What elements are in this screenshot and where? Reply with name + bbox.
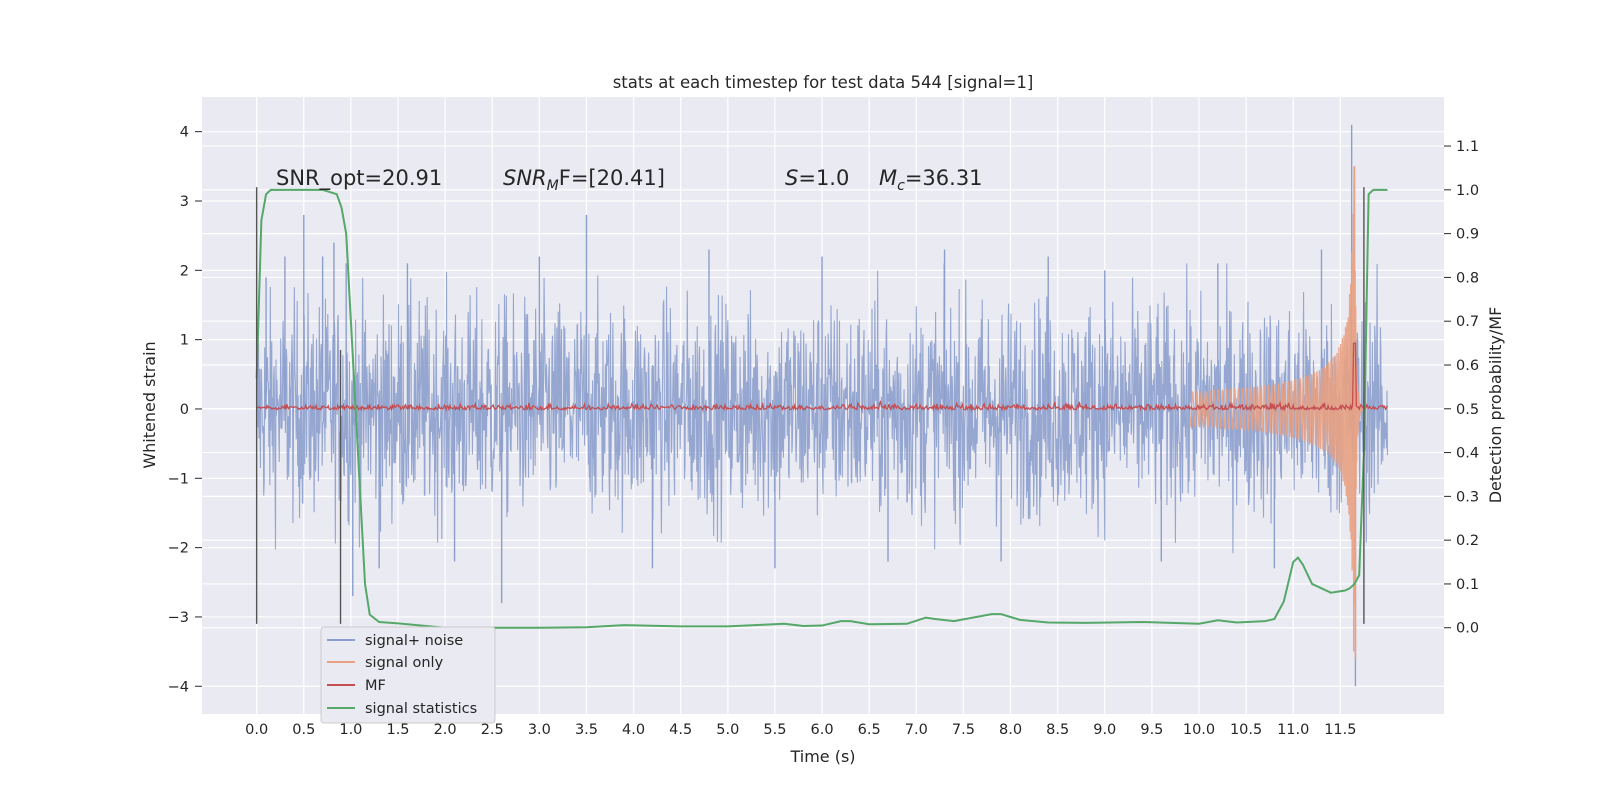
x-ticks: 0.0 0.5 1.0 1.5 2.0 2.5 3.0 3.5 4.0 4.5 5.0 5.5 6.0 6… — [245, 722, 1356, 738]
y-tick-label: −2 — [168, 541, 189, 557]
annotation-s: S=1.0 — [785, 166, 849, 190]
series-mf-line — [256, 342, 1389, 413]
x-tick-label: 6.0 — [811, 722, 834, 738]
x-tick-label: 5.5 — [763, 722, 786, 738]
y2-tick-label: 0.3 — [1456, 489, 1479, 505]
x-tick-label: 2.5 — [481, 722, 504, 738]
y2-tick-label: 0.9 — [1456, 227, 1479, 243]
x-tick-label: 8.5 — [1046, 722, 1069, 738]
x-tick-label: 9.0 — [1093, 722, 1116, 738]
x-tick-label: 3.5 — [575, 722, 598, 738]
x-tick-label: 11.0 — [1277, 722, 1309, 738]
y2-axis-label: Detection probability/MF — [1486, 307, 1505, 504]
x-tick-label: 6.5 — [858, 722, 881, 738]
y-axis-label: Whitened strain — [140, 341, 159, 468]
y2-tick-label: 0.0 — [1456, 621, 1479, 637]
legend: signal+ noise signal only MF signal stat… — [320, 626, 496, 724]
y-tick-label: 3 — [180, 194, 189, 210]
y-tick-label: 0 — [180, 402, 189, 418]
y2-ticks: 1.1 1.0 0.9 0.8 0.7 0.6 0.5 0.4 0.3 0.2 0.1 0.0 — [1444, 139, 1479, 637]
x-tick-label: 5.0 — [716, 722, 739, 738]
legend-label-mf: MF — [365, 678, 386, 694]
annotation-snr-mf-value: F=[20.41] — [559, 166, 665, 190]
x-tick-label: 8.0 — [999, 722, 1022, 738]
x-tick-label: 0.0 — [245, 722, 268, 738]
y2-tick-label: 0.2 — [1456, 533, 1479, 549]
x-axis-label: Time (s) — [789, 747, 855, 766]
y-tick-label: 4 — [180, 125, 189, 141]
y2-tick-label: 1.1 — [1456, 139, 1479, 155]
legend-label-signal-statistics: signal statistics — [365, 701, 477, 717]
y-ticks: 4 3 2 1 0 −1 −2 −3 −4 — [168, 125, 202, 695]
y2-tick-label: 0.1 — [1456, 577, 1479, 593]
y2-tick-label: 0.4 — [1456, 446, 1479, 462]
y-tick-label: −4 — [168, 679, 189, 695]
x-tick-label: 9.5 — [1140, 722, 1163, 738]
y-tick-label: 2 — [180, 263, 189, 279]
vertical-markers — [255, 187, 1365, 624]
x-tick-label: 10.5 — [1230, 722, 1262, 738]
x-tick-label: 1.0 — [339, 722, 362, 738]
x-tick-label: 4.0 — [622, 722, 645, 738]
annotation-mc-value: =36.31 — [905, 166, 983, 190]
annotation-mc: Mc=36.31 — [879, 166, 983, 194]
y2-tick-label: 0.8 — [1456, 270, 1479, 286]
y2-tick-label: 0.7 — [1456, 314, 1479, 330]
series-signal-only-line — [1188, 166, 1365, 652]
x-tick-label: 7.5 — [952, 722, 975, 738]
annotation-snr-mf: SNRMF=[20.41] — [503, 166, 665, 194]
x-tick-label: 2.0 — [434, 722, 457, 738]
x-tick-label: 11.5 — [1324, 722, 1356, 738]
series-layer — [255, 124, 1389, 687]
x-tick-label: 10.0 — [1183, 722, 1215, 738]
annotation-snr-opt: SNR_opt=20.91 — [276, 166, 442, 191]
chart-title: stats at each timestep for test data 544… — [613, 73, 1034, 92]
y2-tick-label: 0.5 — [1456, 402, 1479, 418]
y2-tick-label: 1.0 — [1456, 183, 1479, 199]
y-tick-label: −3 — [168, 610, 189, 626]
annotation-s-value: =1.0 — [798, 166, 849, 190]
legend-label-signal-noise: signal+ noise — [365, 633, 463, 649]
x-tick-label: 4.5 — [669, 722, 692, 738]
y2-tick-label: 0.6 — [1456, 358, 1479, 374]
y-tick-label: −1 — [168, 471, 189, 487]
x-tick-label: 1.5 — [386, 722, 409, 738]
legend-label-signal-only: signal only — [365, 655, 444, 671]
series-signal-statistics-line — [255, 188, 1388, 629]
x-tick-label: 3.0 — [528, 722, 551, 738]
x-tick-label: 7.0 — [905, 722, 928, 738]
x-tick-label: 0.5 — [292, 722, 315, 738]
y-tick-label: 1 — [180, 333, 189, 349]
legend-box — [320, 626, 496, 724]
